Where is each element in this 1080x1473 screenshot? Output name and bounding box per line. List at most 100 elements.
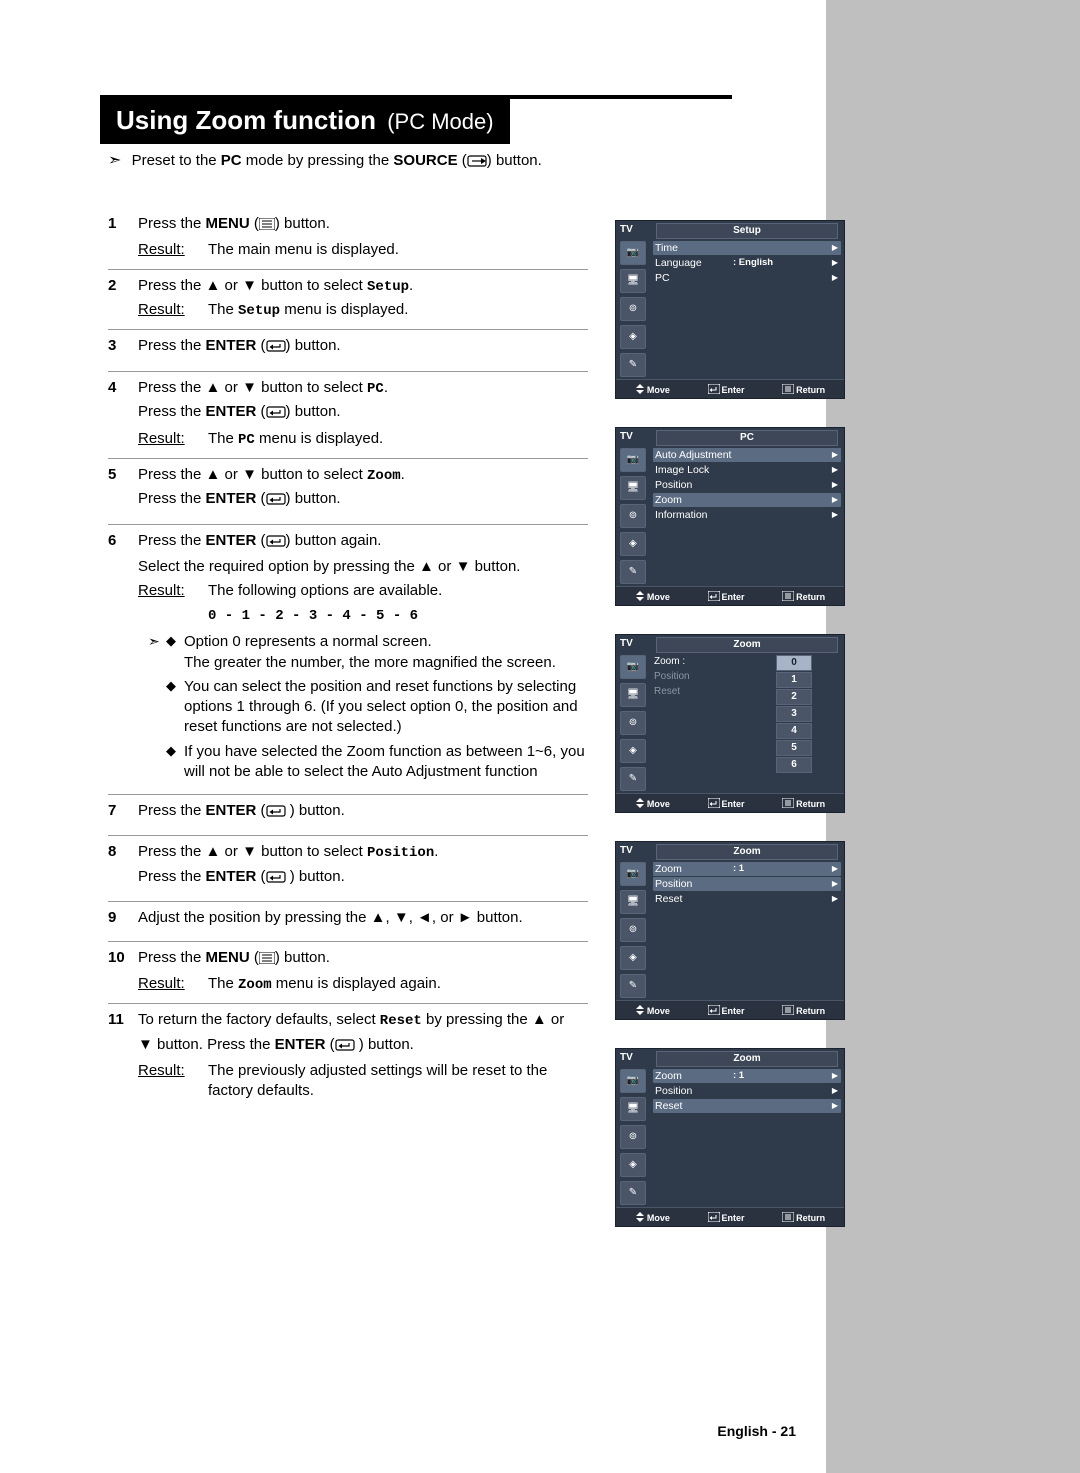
caret-right-icon: ▶ xyxy=(832,463,838,477)
step-number: 11 xyxy=(108,1010,138,1030)
step: 7Press the ENTER ( ) button. xyxy=(108,795,588,836)
caret-right-icon: ▶ xyxy=(832,892,838,906)
osd-screenshot: TVZoom📷🖥⊚◈✎Zoom: 1▶Position▶Reset▶MoveEn… xyxy=(615,841,845,1020)
osd-icon: 📷 xyxy=(620,448,646,472)
osd-row: Time▶ xyxy=(653,241,841,255)
step: 9Adjust the position by pressing the ▲, … xyxy=(108,902,588,941)
enter-icon xyxy=(266,338,286,358)
step: 2Press the ▲ or ▼ button to select Setup… xyxy=(108,270,588,331)
enter-icon xyxy=(266,869,286,889)
osd-screenshot: TVZoom📷🖥⊚◈✎Zoom: 1▶Position▶Reset▶MoveEn… xyxy=(615,1048,845,1227)
step-list: 1Press the MENU () button.Result:The mai… xyxy=(108,208,588,1110)
osd-row: Image Lock ▶ xyxy=(653,463,841,477)
step-line: Press the ENTER () button again. xyxy=(138,531,588,553)
osd-row: Auto Adjustment▶ xyxy=(653,448,841,462)
osd-header: TVZoom xyxy=(616,635,844,653)
osd-screenshot-column: TVSetup📷🖥⊚◈✎Time▶Language: English▶PC▶Mo… xyxy=(615,220,843,1255)
grey-side-column xyxy=(826,0,1080,1473)
step: 5Press the ▲ or ▼ button to select Zoom.… xyxy=(108,459,588,525)
osd-footer: MoveEnterReturn xyxy=(616,379,844,398)
menu-icon xyxy=(259,216,275,236)
osd-row-key: Time xyxy=(655,241,733,255)
osd-footer: MoveEnterReturn xyxy=(616,586,844,605)
step: 11To return the factory defaults, select… xyxy=(108,1004,588,1110)
osd-icon: ◈ xyxy=(620,1153,646,1177)
osd-row-key: Image Lock xyxy=(655,463,733,477)
osd-icon: 📷 xyxy=(620,1069,646,1093)
osd-category-icons: 📷 🖥 ⊚ ◈ ✎ xyxy=(616,1067,650,1207)
step-number: 6 xyxy=(108,531,138,551)
osd-icon: ⊚ xyxy=(620,711,646,735)
diamond-icon: ◆ xyxy=(166,677,184,738)
caret-right-icon: ▶ xyxy=(832,1069,838,1083)
osd-title: Zoom xyxy=(656,844,838,860)
osd-row-key: Position xyxy=(655,877,733,891)
osd-title: Zoom xyxy=(656,1051,838,1067)
page-footer: English - 21 xyxy=(717,1423,796,1439)
osd-header: TVPC xyxy=(616,428,844,446)
osd-icon: ⊚ xyxy=(620,1125,646,1149)
step-line: Press the ENTER () button. xyxy=(138,402,588,424)
step-line: Press the ENTER ( ) button. xyxy=(138,867,588,889)
osd-row-key: Position xyxy=(655,1084,733,1098)
osd-screenshot: TVPC📷🖥⊚◈✎Auto Adjustment▶Image Lock▶Posi… xyxy=(615,427,845,606)
osd-icon: ✎ xyxy=(620,1181,646,1205)
osd-category-icons: 📷🖥⊚◈✎ xyxy=(616,239,650,379)
manual-page: Using Zoom function (PC Mode) ➣ Preset t… xyxy=(0,0,1080,1473)
osd-icon: ⊚ xyxy=(620,504,646,528)
osd-zoom-value: 0 xyxy=(776,655,812,671)
osd-icon: 🖥 xyxy=(620,890,646,914)
osd-row-key: Auto Adjustment xyxy=(655,448,733,462)
step-number: 10 xyxy=(108,948,138,968)
osd-row-key: PC xyxy=(655,271,733,285)
caret-right-icon: ▶ xyxy=(832,256,838,270)
step: 1Press the MENU () button.Result:The mai… xyxy=(108,208,588,270)
osd-title: PC xyxy=(656,430,838,446)
note-arrow-icon xyxy=(148,677,166,738)
osd-icon: ◈ xyxy=(620,739,646,763)
osd-row: Reset ▶ xyxy=(653,892,841,906)
osd-icon: 🖥 xyxy=(620,269,646,293)
caret-right-icon: ▶ xyxy=(832,1084,838,1098)
step-number: 8 xyxy=(108,842,138,862)
osd-row: Zoom: 1▶ xyxy=(653,1069,841,1083)
osd-row-key: Reset xyxy=(654,685,744,699)
osd-icon: ◈ xyxy=(620,532,646,556)
osd-row-key: Zoom xyxy=(655,493,733,507)
osd-row-value: : 1 xyxy=(733,862,839,876)
osd-row: Reset▶ xyxy=(653,1099,841,1113)
page-title: Using Zoom function (PC Mode) xyxy=(100,99,510,144)
osd-icon: ✎ xyxy=(620,974,646,998)
enter-icon xyxy=(266,803,286,823)
osd-zoom-value: 3 xyxy=(776,706,812,722)
osd-row-key: Reset xyxy=(655,1099,733,1113)
osd-header: TVZoom xyxy=(616,1049,844,1067)
osd-category-icons: 📷🖥⊚◈✎ xyxy=(616,653,650,793)
osd-row: Language: English▶ xyxy=(653,256,841,270)
note-arrow-icon xyxy=(148,742,166,783)
step-line: Press the ▲ or ▼ button to select Zoom. xyxy=(138,465,588,486)
osd-icon: ⊚ xyxy=(620,918,646,942)
osd-category-icons: 📷🖥⊚◈✎ xyxy=(616,860,650,1000)
step: 8Press the ▲ or ▼ button to select Posit… xyxy=(108,836,588,902)
step-line: Adjust the position by pressing the ▲, ▼… xyxy=(138,908,588,928)
osd-row-key: Position xyxy=(654,670,744,684)
caret-right-icon: ▶ xyxy=(832,478,838,492)
osd-footer: MoveEnterReturn xyxy=(616,1000,844,1019)
source-icon xyxy=(467,154,487,171)
osd-row-key: Information xyxy=(655,508,733,522)
osd-icon: 🖥 xyxy=(620,1097,646,1121)
enter-icon xyxy=(266,533,286,553)
osd-row: PC▶ xyxy=(653,271,841,285)
step-number: 5 xyxy=(108,465,138,485)
osd-row-key: Reset xyxy=(655,892,733,906)
step-number: 3 xyxy=(108,336,138,356)
step-result: Result:The PC menu is displayed. xyxy=(138,429,588,450)
osd-row: Position ▶ xyxy=(653,877,841,891)
osd-header: TVSetup xyxy=(616,221,844,239)
step-line: Press the ENTER ( ) button. xyxy=(138,801,588,823)
enter-icon xyxy=(266,491,286,511)
step-line: Press the ENTER () button. xyxy=(138,336,588,358)
osd-icon: ⊚ xyxy=(620,297,646,321)
caret-right-icon: ▶ xyxy=(832,877,838,891)
